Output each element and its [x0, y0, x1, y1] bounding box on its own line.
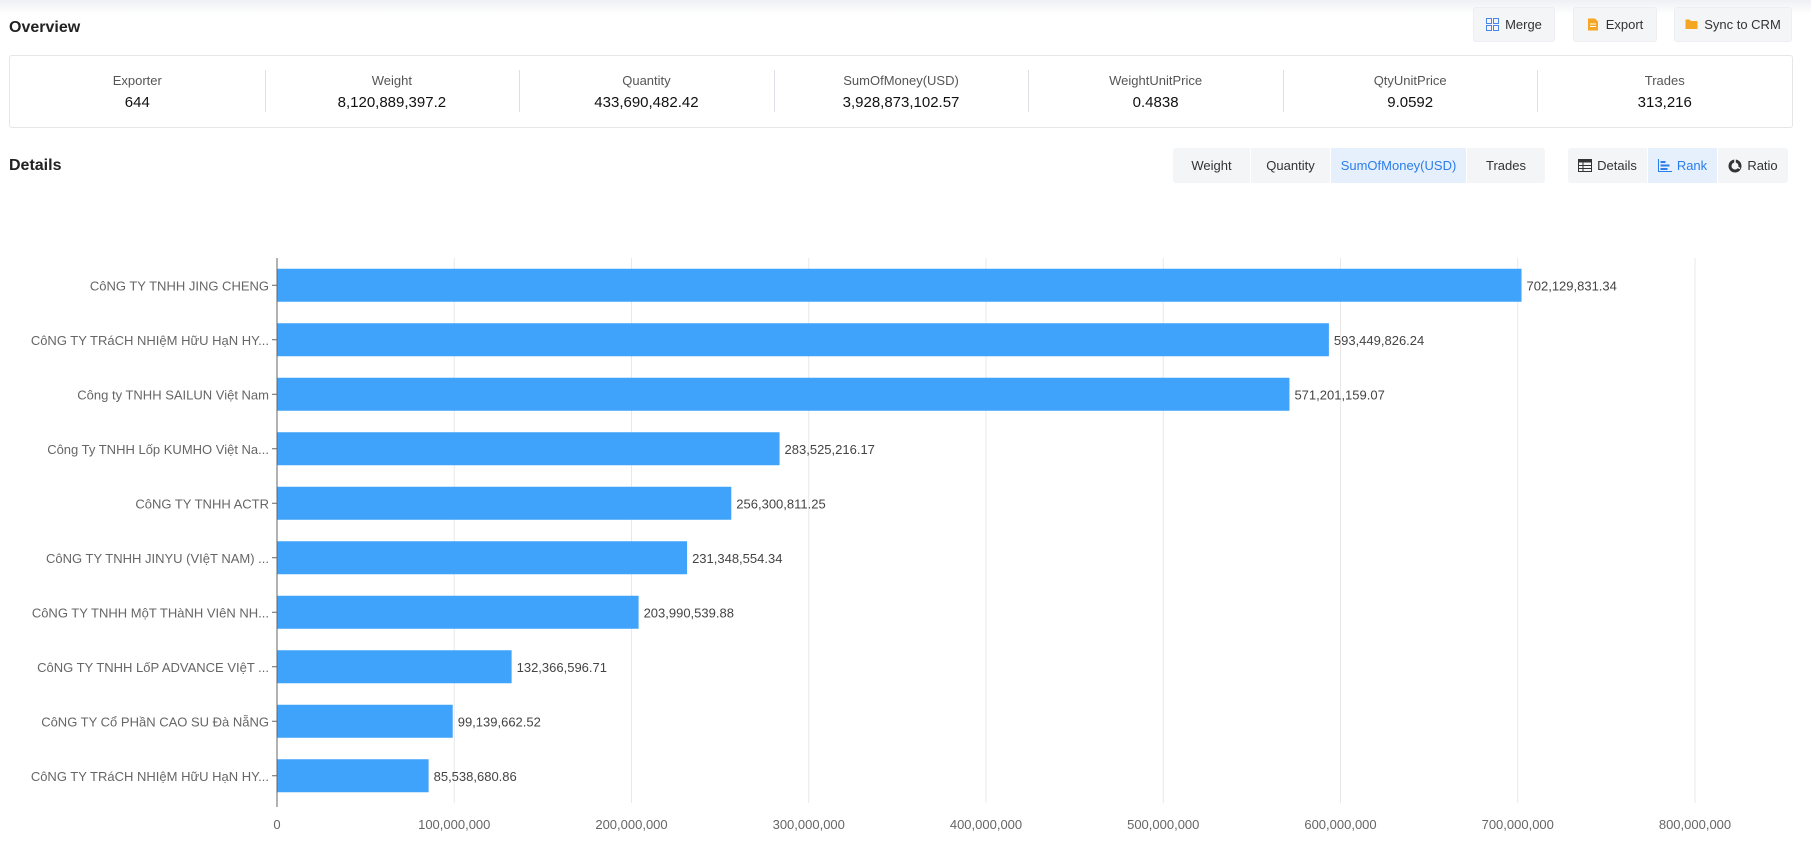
top-shade: [0, 0, 1811, 14]
bar[interactable]: [277, 704, 453, 738]
stat-label: Quantity: [622, 72, 671, 88]
stat-label: WeightUnitPrice: [1109, 72, 1203, 88]
bar-value-label: 256,300,811.25: [736, 496, 825, 511]
export-button[interactable]: Export: [1573, 7, 1657, 42]
merge-icon: [1486, 18, 1500, 31]
y-tick-label: CôNG TY TRáCH NHIệM HữU HạN HY...: [31, 769, 269, 784]
bar[interactable]: [277, 595, 639, 629]
x-tick-label: 300,000,000: [773, 817, 845, 832]
stat-value: 8,120,889,397.2: [337, 93, 447, 111]
stat-trades: Trades 313,216: [1537, 56, 1792, 127]
bar-value-label: 99,139,662.52: [458, 714, 541, 729]
tab-quantity[interactable]: Quantity: [1251, 148, 1331, 183]
sync-to-crm-button[interactable]: Sync to CRM: [1674, 7, 1792, 42]
y-tick-label: CôNG TY TRáCH NHIệM HữU HạN HY...: [31, 333, 269, 348]
sync-to-crm-button-label: Sync to CRM: [1704, 17, 1781, 32]
export-icon: [1587, 18, 1600, 31]
stat-weight-unit-price: WeightUnitPrice 0.4838: [1028, 56, 1283, 127]
stat-quantity: Quantity 433,690,482.42: [519, 56, 774, 127]
bar-value-label: 132,366,596.71: [517, 660, 607, 675]
y-tick-label: CôNG TY TNHH LốP ADVANCE VIệT ...: [37, 660, 269, 675]
overview-stats: Exporter 644 Weight 8,120,889,397.2 Quan…: [9, 55, 1793, 128]
stat-label: Weight: [371, 72, 412, 88]
x-tick-label: 400,000,000: [950, 817, 1022, 832]
bar-value-label: 283,525,216.17: [785, 442, 875, 457]
bar-value-label: 203,990,539.88: [644, 605, 734, 620]
view-tabs: Details Rank Ratio: [1568, 148, 1788, 183]
y-tick-label: Công ty TNHH SAILUN Việt Nam: [77, 387, 269, 402]
y-tick-label: CôNG TY TNHH JING CHENG: [90, 278, 269, 293]
tab-trades[interactable]: Trades: [1486, 158, 1526, 173]
x-tick-label: 200,000,000: [595, 817, 667, 832]
stat-value: 313,216: [1637, 93, 1692, 111]
export-button-label: Export: [1605, 17, 1644, 32]
stat-exporter: Exporter 644: [10, 56, 265, 127]
merge-button[interactable]: Merge: [1473, 7, 1555, 42]
stat-qty-unit-price: QtyUnitPrice 9.0592: [1282, 56, 1538, 127]
tab-ratio-label: Ratio: [1747, 158, 1778, 173]
bar-value-label: 702,129,831.34: [1527, 278, 1617, 293]
x-tick-label: 600,000,000: [1304, 817, 1376, 832]
tab-rank-label: Rank: [1676, 158, 1708, 173]
x-tick-label: 0: [273, 817, 280, 832]
x-tick-label: 500,000,000: [1127, 817, 1199, 832]
pie-icon: [1728, 159, 1742, 173]
bar[interactable]: [277, 541, 688, 575]
bar-value-label: 85,538,680.86: [434, 769, 517, 784]
stat-sum-of-money: SumOfMoney(USD) 3,928,873,102.57: [773, 56, 1029, 127]
y-tick-label: CôNG TY TNHH JINYU (VIệT NAM) ...: [46, 551, 269, 566]
x-tick-label: 800,000,000: [1659, 817, 1731, 832]
stat-value: 644: [124, 93, 150, 111]
bar[interactable]: [277, 323, 1329, 357]
tab-details-label: Details: [1597, 158, 1637, 173]
tab-rank[interactable]: Rank: [1648, 148, 1718, 183]
metric-tabs: Weight Quantity SumOfMoney(USD) Trades: [1173, 148, 1545, 183]
bar-value-label: 571,201,159.07: [1294, 387, 1384, 402]
bar[interactable]: [277, 377, 1290, 411]
bar[interactable]: [277, 759, 429, 793]
stat-value: 9.0592: [1387, 93, 1434, 111]
y-tick-label: CôNG TY Cổ PHầN CAO SU Đà NẵNG: [41, 714, 269, 729]
y-tick-label: CôNG TY TNHH MộT THàNH VIêN NH...: [32, 605, 269, 620]
merge-button-label: Merge: [1505, 17, 1542, 32]
bar-chart-icon: [1657, 158, 1672, 173]
bar[interactable]: [277, 650, 512, 684]
stat-value: 433,690,482.42: [594, 93, 699, 111]
x-tick-label: 700,000,000: [1482, 817, 1554, 832]
stat-value: 0.4838: [1132, 93, 1179, 111]
tab-weight[interactable]: Weight: [1173, 148, 1251, 183]
bar-value-label: 593,449,826.24: [1334, 333, 1424, 348]
y-tick-label: Công Ty TNHH Lốp KUMHO Việt Na...: [47, 442, 269, 457]
table-icon: [1578, 158, 1593, 173]
stat-label: QtyUnitPrice: [1373, 72, 1447, 88]
bar[interactable]: [277, 268, 1522, 302]
bar-value-label: 231,348,554.34: [692, 551, 782, 566]
stat-label: SumOfMoney(USD): [843, 72, 959, 88]
y-tick-label: CôNG TY TNHH ACTR: [135, 496, 269, 511]
stat-value: 3,928,873,102.57: [842, 93, 960, 111]
x-tick-label: 100,000,000: [418, 817, 490, 832]
tab-ratio[interactable]: Ratio: [1718, 148, 1788, 183]
bar[interactable]: [277, 486, 732, 520]
stat-weight: Weight 8,120,889,397.2: [264, 56, 520, 127]
stat-label: Trades: [1644, 72, 1685, 88]
folder-icon: [1685, 18, 1698, 31]
stat-label: Exporter: [112, 72, 162, 88]
overview-title: Overview: [9, 19, 81, 36]
rank-bar-chart: CôNG TY TNHH JING CHENG 702,129,831.34 CôN…: [31, 258, 1731, 832]
tab-details[interactable]: Details: [1568, 148, 1648, 183]
tab-sum-of-money[interactable]: SumOfMoney(USD): [1331, 148, 1467, 183]
bar[interactable]: [277, 432, 780, 466]
details-title: Details: [9, 157, 62, 174]
